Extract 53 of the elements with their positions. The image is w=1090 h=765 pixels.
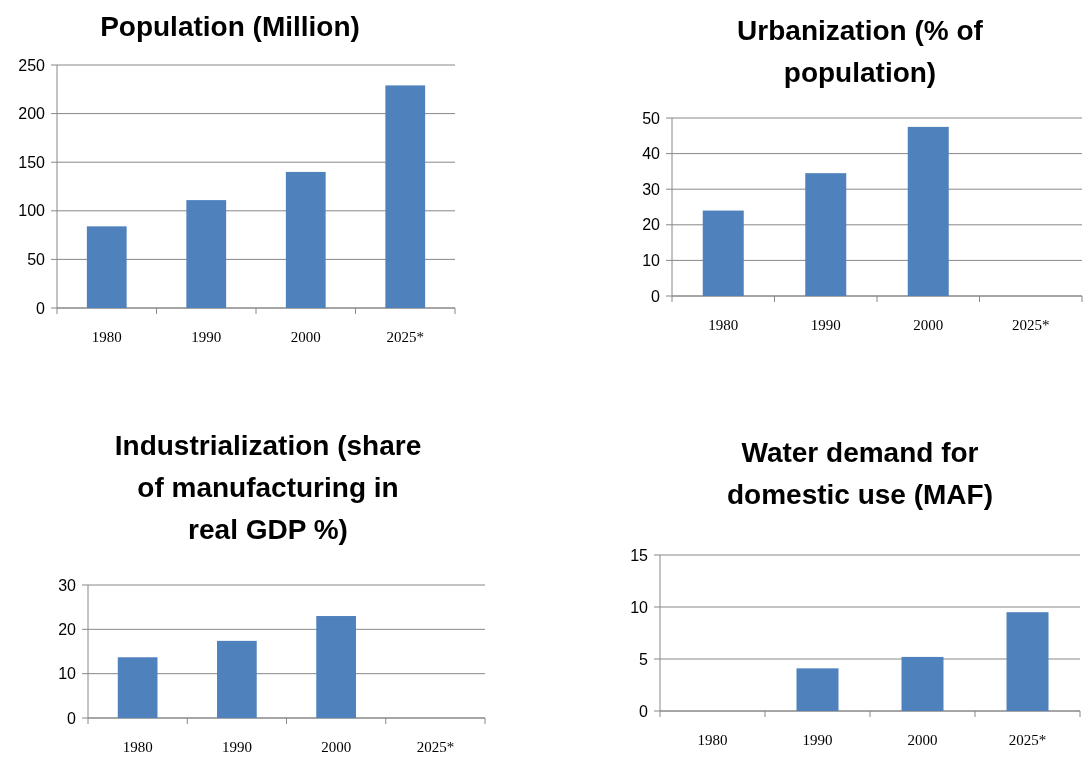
bar [217, 640, 257, 718]
y-tick-label: 50 [642, 109, 661, 127]
y-tick-label: 20 [58, 620, 77, 638]
bar [186, 200, 227, 308]
bar [907, 126, 949, 296]
y-tick-label: 250 [18, 56, 46, 74]
y-tick-label: 200 [18, 105, 46, 123]
y-tick-label: 100 [18, 202, 46, 220]
y-tick-label: 5 [639, 650, 649, 668]
bar [702, 210, 744, 296]
y-tick-label: 150 [18, 153, 46, 171]
bar [1006, 612, 1049, 711]
x-tick-label: 2025* [386, 329, 424, 345]
x-tick-label: 2025* [1008, 732, 1047, 748]
x-tick-label: 1990 [810, 317, 841, 333]
chart-title: Water demand for domestic use (MAF) [726, 437, 994, 510]
y-tick-label: 50 [27, 251, 46, 268]
chart-title: Population (Million) [100, 11, 360, 42]
x-tick-label: 1990 [221, 739, 252, 755]
y-tick-label: 10 [630, 598, 649, 616]
bar [86, 226, 127, 308]
x-tick-label: 2000 [913, 317, 944, 333]
y-tick-label: 30 [58, 576, 77, 594]
bar [901, 656, 944, 711]
y-tick-label: 15 [630, 546, 649, 564]
y-tick-label: 20 [642, 216, 661, 234]
x-tick-label: 2025* [1012, 317, 1050, 333]
chart-title: Industrialization (share of manufacturing in real GDP %) [114, 430, 422, 545]
x-tick-label: 2000 [907, 732, 938, 748]
x-tick-label: 1980 [697, 732, 728, 748]
x-tick-label: 1980 [122, 739, 153, 755]
x-tick-label: 2000 [290, 329, 321, 345]
bar [805, 173, 847, 296]
bar [385, 85, 426, 308]
y-tick-label: 0 [651, 287, 661, 305]
y-tick-label: 10 [642, 252, 661, 269]
bar [285, 171, 326, 308]
y-tick-label: 10 [58, 665, 77, 683]
bar [117, 657, 158, 718]
y-tick-label: 30 [642, 180, 661, 198]
x-tick-label: 1980 [91, 329, 122, 345]
x-tick-label: 1990 [802, 732, 833, 748]
x-tick-label: 1990 [191, 329, 222, 345]
y-tick-label: 40 [642, 145, 661, 163]
chart-title: Urbanization (% of population) [737, 15, 984, 88]
y-tick-label: 0 [639, 702, 649, 720]
x-tick-label: 2000 [321, 739, 352, 755]
bar [316, 616, 356, 718]
bar [796, 668, 839, 711]
x-tick-label: 2025* [416, 739, 455, 755]
y-tick-label: 0 [67, 709, 77, 727]
y-tick-label: 0 [36, 299, 46, 317]
x-tick-label: 1980 [708, 317, 739, 333]
